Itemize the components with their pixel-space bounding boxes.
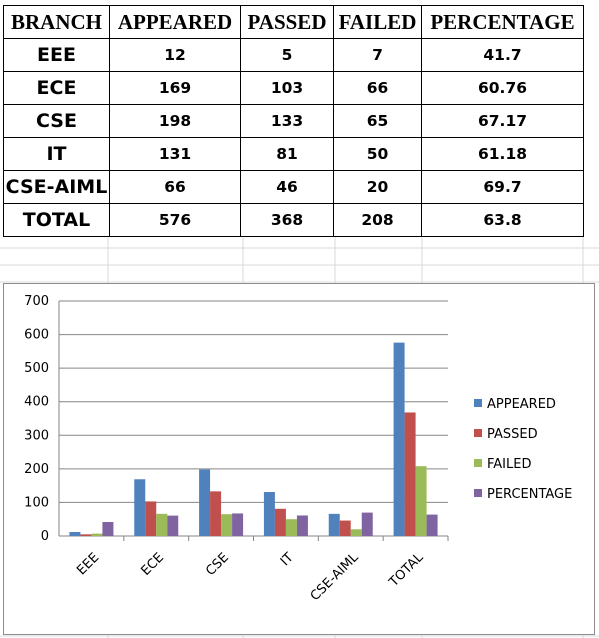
legend-label-appeared: APPEARED xyxy=(487,397,556,412)
bar-failed-cse xyxy=(221,514,233,536)
cell-failed: 208 xyxy=(333,203,422,237)
cell-passed: 368 xyxy=(240,203,334,237)
bar-failed-total xyxy=(415,466,427,536)
bar-chart: 0 100 200 300 400 500 600 700 EEE ECE CSE IT CSE-AIM… xyxy=(3,283,595,635)
bar-failed-cse-aiml xyxy=(350,529,362,536)
cell-failed: 65 xyxy=(333,104,422,138)
table-header-row: BRANCH APPEARED PASSED FAILED PERCENTAGE xyxy=(3,5,584,39)
header-appeared: APPEARED xyxy=(109,5,241,39)
y-tick-label: 200 xyxy=(24,462,49,477)
cell-branch: EEE xyxy=(3,38,110,72)
cell-appeared: 131 xyxy=(109,137,241,171)
bar-failed-eee xyxy=(91,533,103,536)
x-tick-label: CSE xyxy=(203,550,232,579)
cell-passed: 5 xyxy=(240,38,334,72)
legend-label-failed: FAILED xyxy=(487,457,531,472)
cell-passed: 81 xyxy=(240,137,334,171)
cell-passed: 103 xyxy=(240,71,334,105)
y-tick-label: 700 xyxy=(24,294,49,309)
cell-passed: 133 xyxy=(240,104,334,138)
bar-failed-it xyxy=(285,519,297,536)
bar-appeared-it xyxy=(263,492,275,536)
bar-appeared-ece xyxy=(134,479,146,536)
cell-appeared: 169 xyxy=(109,71,241,105)
header-percentage: PERCENTAGE xyxy=(421,5,584,39)
header-failed: FAILED xyxy=(333,5,422,39)
bar-passed-eee xyxy=(80,534,92,536)
header-branch: BRANCH xyxy=(3,5,110,39)
y-tick-label: 0 xyxy=(41,529,49,544)
cell-appeared: 576 xyxy=(109,203,241,237)
x-tick-label: CSE-AIML xyxy=(308,550,362,604)
cell-failed: 20 xyxy=(333,170,422,204)
x-tick-label: TOTAL xyxy=(386,550,427,591)
table-row: EEE 12 5 7 41.7 xyxy=(3,38,584,72)
bar-percentage-cse xyxy=(232,513,244,536)
bar-passed-cse xyxy=(210,491,222,536)
bar-passed-ece xyxy=(145,501,157,536)
bar-passed-total xyxy=(404,412,416,536)
bar-percentage-ece xyxy=(167,515,179,536)
bar-passed-it xyxy=(274,508,286,536)
cell-failed: 50 xyxy=(333,137,422,171)
x-tick-label: IT xyxy=(278,550,297,569)
y-tick-label: 100 xyxy=(24,495,49,510)
legend-swatch-failed xyxy=(474,459,482,467)
bar-percentage-eee xyxy=(102,522,114,536)
table-row: TOTAL 576 368 208 63.8 xyxy=(3,203,584,237)
chart-canvas: 0 100 200 300 400 500 600 700 EEE ECE CSE IT CSE-AIM… xyxy=(24,294,572,604)
cell-percentage: 69.7 xyxy=(421,170,584,204)
cell-branch: CSE xyxy=(3,104,110,138)
results-table: BRANCH APPEARED PASSED FAILED PERCENTAGE… xyxy=(3,5,584,237)
cell-branch: ECE xyxy=(3,71,110,105)
table-row: IT 131 81 50 61.18 xyxy=(3,137,584,171)
table-row: CSE 198 133 65 67.17 xyxy=(3,104,584,138)
bar-appeared-cse-aiml xyxy=(328,513,340,536)
legend-label-passed: PASSED xyxy=(487,427,538,442)
cell-percentage: 60.76 xyxy=(421,71,584,105)
cell-percentage: 67.17 xyxy=(421,104,584,138)
y-tick-label: 500 xyxy=(24,361,49,376)
cell-appeared: 66 xyxy=(109,170,241,204)
bar-appeared-total xyxy=(393,342,405,536)
cell-percentage: 41.7 xyxy=(421,38,584,72)
bar-appeared-cse xyxy=(199,469,211,536)
legend-swatch-percentage xyxy=(474,489,482,497)
y-tick-label: 400 xyxy=(24,395,49,410)
x-tick-label: EEE xyxy=(74,550,102,578)
bar-percentage-total xyxy=(426,514,438,536)
cell-passed: 46 xyxy=(240,170,334,204)
cell-branch: TOTAL xyxy=(3,203,110,237)
legend-swatch-passed xyxy=(474,429,482,437)
y-tick-label: 600 xyxy=(24,328,49,343)
y-tick-label: 300 xyxy=(24,428,49,443)
x-tick-label: ECE xyxy=(138,550,167,579)
cell-failed: 66 xyxy=(333,71,422,105)
bar-failed-ece xyxy=(156,513,168,536)
bar-percentage-it xyxy=(296,515,308,536)
cell-percentage: 63.8 xyxy=(421,203,584,237)
legend-label-percentage: PERCENTAGE xyxy=(487,487,572,502)
cell-branch: CSE-AIML xyxy=(3,170,110,204)
cell-branch: IT xyxy=(3,137,110,171)
bar-percentage-cse-aiml xyxy=(361,512,373,536)
bar-appeared-eee xyxy=(69,531,81,536)
table-row: ECE 169 103 66 60.76 xyxy=(3,71,584,105)
table-row: CSE-AIML 66 46 20 69.7 xyxy=(3,170,584,204)
cell-failed: 7 xyxy=(333,38,422,72)
cell-percentage: 61.18 xyxy=(421,137,584,171)
cell-appeared: 12 xyxy=(109,38,241,72)
cell-appeared: 198 xyxy=(109,104,241,138)
legend-swatch-appeared xyxy=(474,399,482,407)
header-passed: PASSED xyxy=(240,5,334,39)
bar-passed-cse-aiml xyxy=(339,520,351,536)
